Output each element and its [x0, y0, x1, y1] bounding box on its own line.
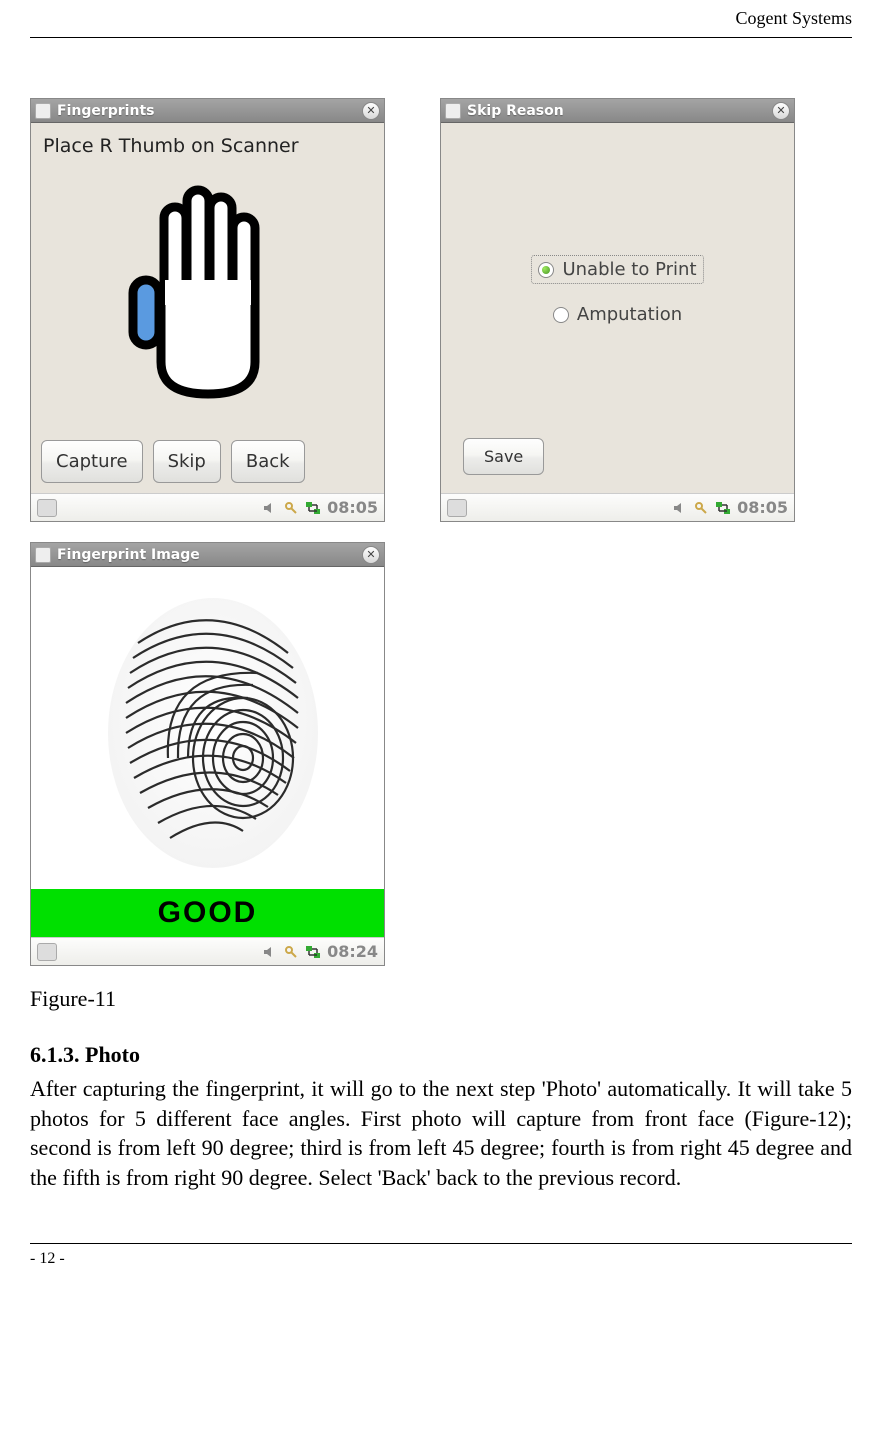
window-skip-reason: Skip Reason ✕ Unable to Print Amputation… [440, 98, 795, 522]
page-number: - 12 - [30, 1250, 65, 1267]
capture-button[interactable]: Capture [41, 440, 143, 483]
instruction-text: Place R Thumb on Scanner [43, 135, 372, 157]
button-row: Capture Skip Back [41, 440, 305, 483]
show-desktop-icon[interactable] [37, 499, 57, 517]
radio-icon [553, 307, 569, 323]
radio-label: Unable to Print [562, 259, 696, 280]
window-title: Skip Reason [467, 103, 772, 119]
radio-amputation[interactable]: Amputation [553, 304, 682, 325]
taskbar: 08:05 [441, 493, 794, 521]
tray-icons [671, 500, 731, 516]
clock: 08:05 [327, 498, 378, 517]
volume-icon[interactable] [261, 500, 277, 516]
window-body: Place R Thumb on Scanner Capture [31, 123, 384, 493]
radio-label: Amputation [577, 304, 682, 325]
quality-status-text: GOOD [158, 896, 258, 930]
window-icon [445, 103, 461, 119]
figure-caption: Figure-11 [30, 986, 852, 1012]
window-body: GOOD [31, 567, 384, 937]
fingerprint-image [31, 567, 384, 889]
window-title: Fingerprints [57, 103, 362, 119]
window-fingerprints: Fingerprints ✕ Place R Thumb on Scanner [30, 98, 385, 522]
volume-icon[interactable] [671, 500, 687, 516]
show-desktop-icon[interactable] [447, 499, 467, 517]
radio-icon [538, 262, 554, 278]
key-icon[interactable] [693, 500, 709, 516]
section-heading: 6.1.3. Photo [30, 1042, 852, 1068]
close-icon[interactable]: ✕ [772, 102, 790, 120]
titlebar: Fingerprint Image ✕ [31, 543, 384, 567]
close-icon[interactable]: ✕ [362, 546, 380, 564]
save-button[interactable]: Save [463, 438, 544, 475]
hand-graphic [43, 172, 372, 402]
company-name: Cogent Systems [735, 8, 852, 28]
window-fingerprint-image: Fingerprint Image ✕ [30, 542, 385, 966]
network-icon[interactable] [305, 500, 321, 516]
window-body: Unable to Print Amputation Save [441, 123, 794, 493]
hand-icon [113, 172, 303, 402]
volume-icon[interactable] [261, 944, 277, 960]
tray-icons [261, 500, 321, 516]
titlebar: Fingerprints ✕ [31, 99, 384, 123]
skip-button[interactable]: Skip [153, 440, 221, 483]
tray-icons [261, 944, 321, 960]
quality-status-bar: GOOD [31, 889, 384, 937]
titlebar: Skip Reason ✕ [441, 99, 794, 123]
page-footer: - 12 - [30, 1243, 852, 1268]
radio-group: Unable to Print Amputation [453, 255, 782, 325]
network-icon[interactable] [305, 944, 321, 960]
section-body: After capturing the fingerprint, it will… [30, 1074, 852, 1193]
key-icon[interactable] [283, 500, 299, 516]
taskbar: 08:24 [31, 937, 384, 965]
taskbar: 08:05 [31, 493, 384, 521]
network-icon[interactable] [715, 500, 731, 516]
close-icon[interactable]: ✕ [362, 102, 380, 120]
window-icon [35, 103, 51, 119]
clock: 08:24 [327, 942, 378, 961]
radio-unable-to-print[interactable]: Unable to Print [531, 255, 703, 284]
screenshot-row-1: Fingerprints ✕ Place R Thumb on Scanner [30, 98, 852, 522]
page-header: Cogent Systems [30, 0, 852, 38]
key-icon[interactable] [283, 944, 299, 960]
window-title: Fingerprint Image [57, 547, 362, 563]
show-desktop-icon[interactable] [37, 943, 57, 961]
screenshot-row-2: Fingerprint Image ✕ [30, 542, 852, 966]
window-icon [35, 547, 51, 563]
clock: 08:05 [737, 498, 788, 517]
back-button[interactable]: Back [231, 440, 305, 483]
